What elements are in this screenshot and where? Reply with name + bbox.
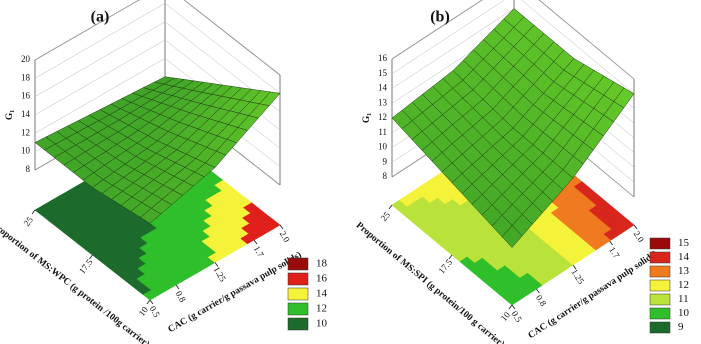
x-tick-label: 0.8 xyxy=(174,289,189,304)
grid-line xyxy=(391,0,635,80)
legend-label: 16 xyxy=(316,273,328,285)
x-tick xyxy=(633,224,638,230)
axis-line xyxy=(183,0,281,76)
z-tick-label: 14 xyxy=(21,109,31,119)
y-tick xyxy=(146,299,151,305)
z-axis-label: G₁ xyxy=(362,113,372,123)
x-tick-label: 1.25 xyxy=(569,267,586,286)
legend-label: 18 xyxy=(316,258,328,270)
y-tick-label: 10 xyxy=(137,304,151,318)
x-tick xyxy=(572,264,577,270)
legend-label: 12 xyxy=(316,303,327,315)
y-tick-label: 17.5 xyxy=(77,257,95,276)
z-tick-label: 12 xyxy=(378,112,387,122)
x-tick-label: 1.7 xyxy=(607,245,622,260)
legend-swatch xyxy=(287,257,309,271)
legend-label: 10 xyxy=(316,318,328,330)
z-tick-label: 8 xyxy=(26,164,31,174)
legend-swatch xyxy=(649,279,671,292)
z-tick-label: 18 xyxy=(21,72,31,82)
z-tick-label: 9 xyxy=(383,156,388,166)
legend-label: 13 xyxy=(678,265,690,277)
legend-label: 9 xyxy=(678,321,684,333)
z-tick-label: 12 xyxy=(21,127,30,137)
legend-swatch xyxy=(649,265,671,278)
x-tick-label: 0.8 xyxy=(534,293,549,308)
legend-swatch xyxy=(287,272,309,286)
legend-swatch xyxy=(649,293,671,306)
x-tick xyxy=(214,262,219,267)
legend-swatch xyxy=(287,317,309,331)
legend-label: 14 xyxy=(678,251,690,263)
y-tick-label: 25 xyxy=(22,214,36,228)
y-tick xyxy=(89,254,93,260)
z-tick-label: 14 xyxy=(378,83,388,93)
legend-swatch xyxy=(649,251,671,264)
y-tick-label: 17.5 xyxy=(436,257,454,276)
x-tick-label: 0.5 xyxy=(148,304,163,319)
grid-line xyxy=(391,0,635,94)
grid-line xyxy=(34,0,281,76)
legend-swatch xyxy=(287,287,309,301)
z-tick-label: 16 xyxy=(21,91,31,101)
legend-label: 14 xyxy=(316,288,328,300)
y-tick xyxy=(448,254,453,260)
z-tick-label: 8 xyxy=(383,171,388,181)
x-tick xyxy=(175,284,180,290)
legend-label: 11 xyxy=(678,293,689,305)
z-tick-label: 11 xyxy=(378,127,387,137)
z-tick-label: 10 xyxy=(378,142,388,152)
z-axis-label: G₁ xyxy=(5,110,15,120)
z-tick-label: 13 xyxy=(378,97,388,107)
legend-swatch xyxy=(287,302,309,316)
y-tick-label: 25 xyxy=(379,209,393,223)
grid-line xyxy=(34,2,281,94)
legend-label: 12 xyxy=(678,279,689,291)
surface-cell xyxy=(501,225,523,248)
x-tick-label: 1.7 xyxy=(252,244,267,259)
legend-swatch xyxy=(649,237,671,250)
z-tick-label: 16 xyxy=(378,53,388,63)
legend-swatch xyxy=(649,307,671,320)
chart-title: (a) xyxy=(91,9,110,26)
grid-line xyxy=(34,21,281,112)
legend-label: 10 xyxy=(678,307,690,319)
y-tick xyxy=(31,209,36,215)
x-tick xyxy=(253,239,258,245)
legend-label: 15 xyxy=(678,237,690,249)
chart-title: (b) xyxy=(430,9,450,26)
x-tick xyxy=(149,299,154,305)
x-tick xyxy=(511,304,516,310)
legend-swatch xyxy=(649,321,671,334)
y-tick-label: 10 xyxy=(499,309,513,323)
x-tick xyxy=(536,288,540,294)
surface-cell xyxy=(139,207,162,224)
z-tick-label: 15 xyxy=(378,68,388,78)
x-tick-label: 1.25 xyxy=(212,265,229,284)
x-tick-label: 0.5 xyxy=(510,309,525,324)
x-tick xyxy=(609,240,613,246)
x-tick-label: 2.0 xyxy=(632,229,647,244)
y-tick xyxy=(388,204,393,210)
y-tick xyxy=(508,304,513,310)
z-tick-label: 20 xyxy=(21,54,31,64)
x-tick-label: 2.0 xyxy=(278,229,293,244)
x-tick xyxy=(279,224,284,230)
z-tick-label: 10 xyxy=(21,146,31,156)
